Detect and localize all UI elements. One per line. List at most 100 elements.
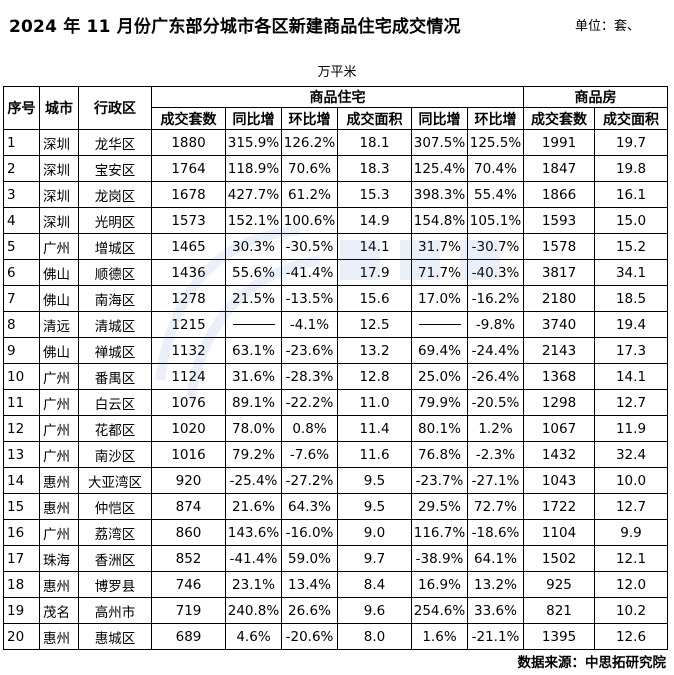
- cell-res-units: 1020: [151, 415, 226, 442]
- cell-res-area: 8.0: [337, 623, 412, 650]
- table-row: 14 惠州 大亚湾区 920 -25.4% -27.2% 9.5 -23.7% -27.1% 10…: [3, 467, 668, 494]
- column-header: 成交面积: [337, 107, 412, 130]
- cell-com-area: 14.1: [594, 363, 668, 390]
- cell-district: 龙岗区: [78, 181, 152, 208]
- cell-res-units-yoy: 21.6%: [225, 493, 282, 520]
- column-header: 同比增: [225, 107, 282, 130]
- cell-res-units-mom: -30.5%: [281, 233, 338, 260]
- cell-res-area-mom: 13.2%: [467, 571, 524, 598]
- cell-com-area: 19.4: [594, 311, 668, 338]
- cell-res-area-mom: -30.7%: [467, 233, 524, 260]
- cell-com-units: 1043: [523, 467, 595, 494]
- cell-res-area-yoy: 1.6%: [411, 623, 468, 650]
- cell-res-units-yoy: 152.1%: [225, 207, 282, 234]
- cell-district: 龙华区: [78, 129, 152, 156]
- cell-res-units: 1465: [151, 233, 226, 260]
- cell-res-area-yoy: 80.1%: [411, 415, 468, 442]
- table-row: 6 佛山 顺德区 1436 55.6% -41.4% 17.9 71.7% -40.3% 3817…: [3, 259, 668, 286]
- table-body: 1 深圳 龙华区 1880 315.9% 126.2% 18.1 307.5% 125.5% 19…: [3, 129, 668, 650]
- cell-district: 光明区: [78, 207, 152, 234]
- cell-com-units: 1298: [523, 389, 595, 416]
- cell-res-area-mom: 125.5%: [467, 129, 524, 156]
- subheader-row: 成交套数 同比增 环比增 成交面积 同比增 环比增 成交套数 成交面积: [4, 107, 668, 130]
- cell-res-area-yoy: 25.0%: [411, 363, 468, 390]
- table-row: 19 茂名 高州市 719 240.8% 26.6% 9.6 254.6% 33.6% 821 10…: [3, 597, 668, 624]
- cell-res-area-mom: -26.4%: [467, 363, 524, 390]
- cell-res-area-yoy: 79.9%: [411, 389, 468, 416]
- cell-res-area: 9.6: [337, 597, 412, 624]
- cell-res-units-yoy: 31.6%: [225, 363, 282, 390]
- cell-com-area: 19.7: [594, 129, 668, 156]
- cell-res-units: 1764: [151, 155, 226, 182]
- cell-res-units-mom: 100.6%: [281, 207, 338, 234]
- cell-res-units-mom: 126.2%: [281, 129, 338, 156]
- cell-res-area-mom: 55.4%: [467, 181, 524, 208]
- cell-city: 惠州: [39, 467, 79, 494]
- table-row: 7 佛山 南海区 1278 21.5% -13.5% 15.6 17.0% -16.2% 2180…: [3, 285, 668, 312]
- cell-com-area: 12.6: [594, 623, 668, 650]
- cell-com-area: 17.3: [594, 337, 668, 364]
- cell-seq: 18: [3, 571, 40, 598]
- cell-city: 惠州: [39, 571, 79, 598]
- cell-res-area: 17.9: [337, 259, 412, 286]
- column-header: 成交面积: [594, 107, 668, 130]
- cell-city: 惠州: [39, 623, 79, 650]
- cell-com-area: 11.9: [594, 415, 668, 442]
- cell-com-units: 1722: [523, 493, 595, 520]
- cell-com-units: 3740: [523, 311, 595, 338]
- cell-res-units: 1076: [151, 389, 226, 416]
- cell-seq: 1: [3, 129, 40, 156]
- cell-res-area: 15.6: [337, 285, 412, 312]
- cell-com-units: 1395: [523, 623, 595, 650]
- cell-com-area: 16.1: [594, 181, 668, 208]
- cell-seq: 20: [3, 623, 40, 650]
- cell-res-units-mom: 13.4%: [281, 571, 338, 598]
- cell-res-units-yoy: -25.4%: [225, 467, 282, 494]
- cell-res-area: 9.5: [337, 493, 412, 520]
- cell-seq: 15: [3, 493, 40, 520]
- cell-com-units: 2180: [523, 285, 595, 312]
- cell-res-units: 1678: [151, 181, 226, 208]
- cell-res-area: 11.6: [337, 441, 412, 468]
- cell-seq: 14: [3, 467, 40, 494]
- cell-district: 南海区: [78, 285, 152, 312]
- table-title: 2024 年 11 月份广东部分城市各区新建商品住宅成交情况: [9, 17, 461, 37]
- cell-city: 佛山: [39, 285, 79, 312]
- cell-seq: 19: [3, 597, 40, 624]
- cell-res-units-mom: 0.8%: [281, 415, 338, 442]
- cell-res-area-yoy: 116.7%: [411, 519, 468, 546]
- table-row: 17 珠海 香洲区 852 -41.4% 59.0% 9.7 -38.9% 64.1% 1502 1…: [3, 545, 668, 572]
- table-row: 18 惠州 博罗县 746 23.1% 13.4% 8.4 16.9% 13.2% 925 12.0: [3, 571, 668, 598]
- cell-res-units: 719: [151, 597, 226, 624]
- cell-com-area: 18.5: [594, 285, 668, 312]
- table-row: 11 广州 白云区 1076 89.1% -22.2% 11.0 79.9% -20.5% 129…: [3, 389, 668, 416]
- cell-seq: 7: [3, 285, 40, 312]
- cell-city: 佛山: [39, 337, 79, 364]
- column-header: 环比增: [467, 107, 524, 130]
- cell-res-units-mom: 70.6%: [281, 155, 338, 182]
- cell-res-units-yoy: 89.1%: [225, 389, 282, 416]
- cell-res-units: 920: [151, 467, 226, 494]
- cell-city: 茂名: [39, 597, 79, 624]
- cell-res-units-mom: -22.2%: [281, 389, 338, 416]
- no-data-dash: [232, 324, 275, 325]
- cell-district: 荔湾区: [78, 519, 152, 546]
- cell-res-units-mom: 64.3%: [281, 493, 338, 520]
- column-header: 成交套数: [151, 107, 226, 130]
- table-row: 15 惠州 仲恺区 874 21.6% 64.3% 9.5 29.5% 72.7% 1722 12.…: [3, 493, 668, 520]
- table-row: 1 深圳 龙华区 1880 315.9% 126.2% 18.1 307.5% 125.5% 19…: [3, 129, 668, 156]
- cell-res-area-yoy: 69.4%: [411, 337, 468, 364]
- cell-com-area: 32.4: [594, 441, 668, 468]
- cell-res-units-mom: -41.4%: [281, 259, 338, 286]
- cell-seq: 11: [3, 389, 40, 416]
- cell-district: 白云区: [78, 389, 152, 416]
- header-city: 城市: [39, 86, 79, 130]
- cell-res-units-yoy: 315.9%: [225, 129, 282, 156]
- cell-com-units: 1067: [523, 415, 595, 442]
- cell-seq: 6: [3, 259, 40, 286]
- cell-res-units: 1016: [151, 441, 226, 468]
- cell-district: 花都区: [78, 415, 152, 442]
- cell-district: 禅城区: [78, 337, 152, 364]
- data-table: 序号 城市 行政区 商品住宅 商品房 成交套数 同比增 环比增 成交面积 同比增 环比增成…: [3, 86, 668, 650]
- cell-res-units-mom: -7.6%: [281, 441, 338, 468]
